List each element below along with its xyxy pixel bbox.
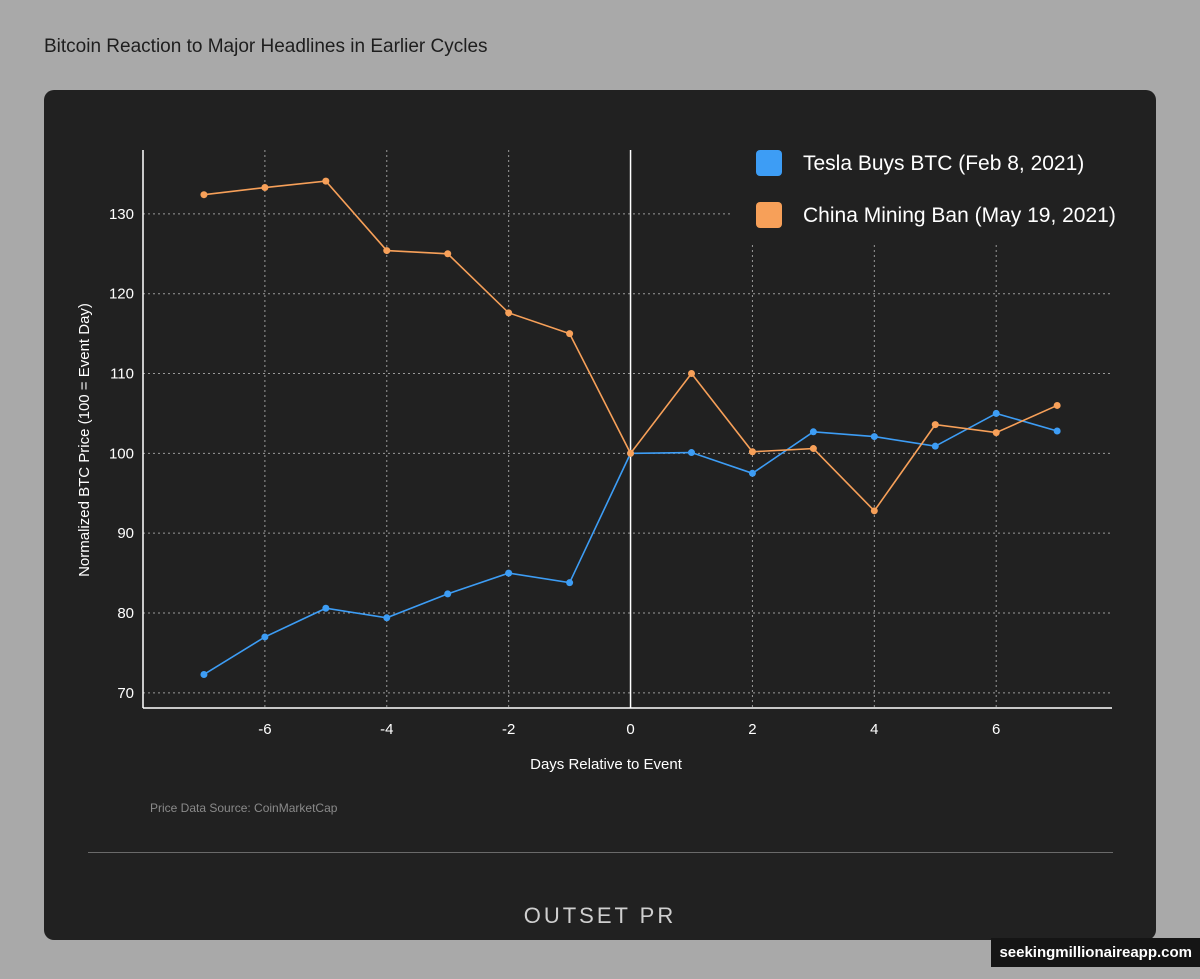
- data-point: [992, 429, 1000, 437]
- x-tick-label: 4: [870, 721, 878, 738]
- legend-label: China Mining Ban (May 19, 2021): [803, 204, 1116, 227]
- x-tick-label: -4: [380, 721, 393, 738]
- y-tick-label: 110: [110, 366, 134, 383]
- y-tick-label: 120: [109, 286, 134, 303]
- y-tick-label: 130: [109, 206, 134, 223]
- y-axis-label: Normalized BTC Price (100 = Event Day): [76, 303, 93, 577]
- x-tick-label: -2: [502, 721, 515, 738]
- data-point: [870, 507, 878, 515]
- data-point: [505, 569, 513, 577]
- data-point: [383, 247, 391, 255]
- data-point: [687, 370, 695, 378]
- data-point: [505, 309, 513, 317]
- data-point: [261, 633, 269, 641]
- x-tick-label: 6: [992, 721, 1000, 738]
- data-point: [444, 250, 452, 258]
- data-point: [931, 442, 939, 450]
- data-point: [1053, 427, 1061, 435]
- logo: OUTSET PR: [523, 903, 677, 923]
- data-point: [748, 469, 756, 477]
- data-point: [200, 670, 208, 678]
- data-point: [687, 449, 695, 457]
- watermark: seekingmillionaireapp.com: [991, 938, 1200, 967]
- x-axis-label: Days Relative to Event: [530, 756, 683, 773]
- page-title: Bitcoin Reaction to Major Headlines in E…: [44, 36, 488, 57]
- data-point: [809, 445, 817, 453]
- y-tick-label: 100: [109, 445, 134, 462]
- y-tick-label: 80: [117, 605, 134, 622]
- data-point: [748, 448, 756, 456]
- legend-swatch: [756, 202, 782, 228]
- chart-card: [44, 90, 1156, 940]
- y-tick-label: 70: [117, 685, 134, 702]
- legend-swatch: [756, 150, 782, 176]
- legend-label: Tesla Buys BTC (Feb 8, 2021): [803, 152, 1084, 175]
- y-tick-label: 90: [117, 525, 134, 542]
- source-note: Price Data Source: CoinMarketCap: [150, 801, 338, 815]
- data-point: [627, 449, 635, 457]
- data-point: [261, 184, 269, 192]
- x-tick-label: 2: [748, 721, 756, 738]
- x-tick-label: -6: [258, 721, 271, 738]
- x-tick-label: 0: [626, 721, 634, 738]
- data-point: [200, 191, 208, 199]
- data-point: [322, 604, 330, 612]
- data-point: [870, 433, 878, 441]
- data-point: [444, 590, 452, 598]
- data-point: [931, 421, 939, 429]
- divider: [88, 852, 1113, 853]
- data-point: [566, 330, 574, 338]
- data-point: [566, 579, 574, 587]
- data-point: [1053, 401, 1061, 409]
- data-point: [322, 177, 330, 185]
- data-point: [383, 614, 391, 622]
- data-point: [992, 409, 1000, 417]
- data-point: [809, 428, 817, 436]
